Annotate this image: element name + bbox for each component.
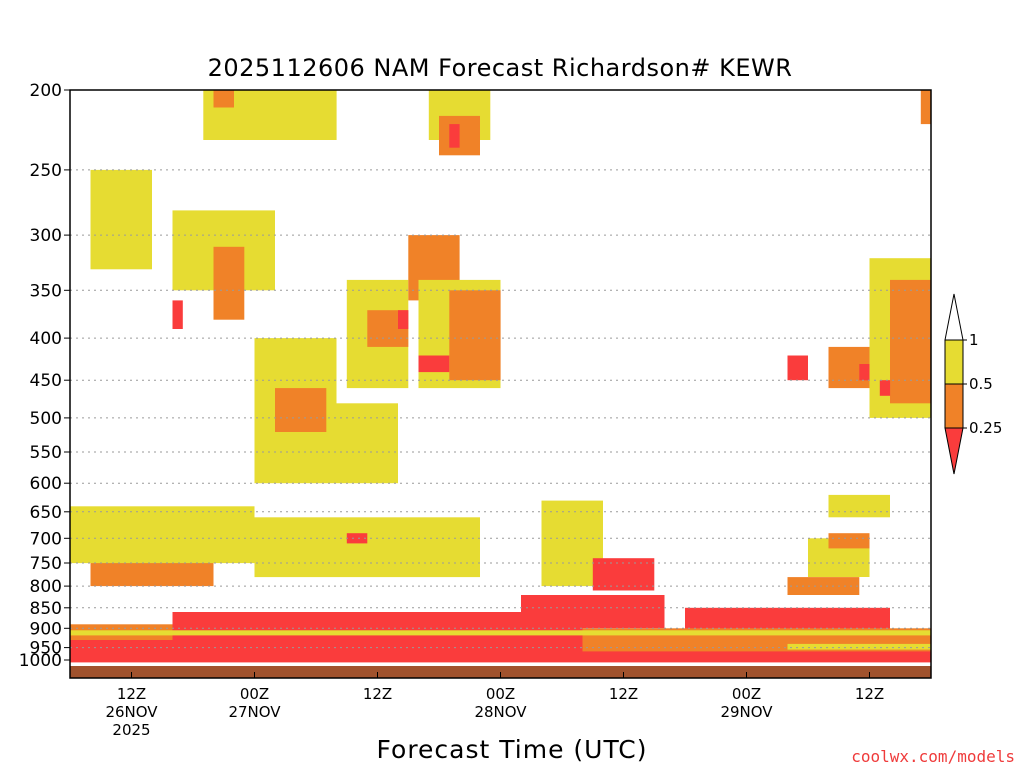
legend-label-0: 1	[969, 331, 979, 349]
y-tick-1000: 1000	[19, 651, 62, 671]
x-axis-label: Forecast Time (UTC)	[377, 735, 648, 764]
y-tick-700: 700	[30, 529, 62, 549]
legend-label-1: 0.5	[969, 375, 993, 393]
ri-cell-high-6	[70, 630, 931, 636]
y-tick-800: 800	[30, 577, 62, 597]
ri-cell-low-28	[398, 310, 409, 329]
x-tick-6-0: 12Z	[855, 685, 884, 703]
x-tick-3-0: 00Z	[486, 685, 515, 703]
x-tick-3-1: 28NOV	[474, 703, 527, 721]
x-tick-2-0: 12Z	[363, 685, 392, 703]
color-legend: 1 0.5 0.25	[944, 293, 1002, 475]
y-tick-450: 450	[30, 371, 62, 391]
y-tick-950: 950	[30, 639, 62, 659]
y-tick-550: 550	[30, 443, 62, 463]
x-tick-0-0: 12Z	[117, 685, 146, 703]
y-tick-850: 850	[30, 599, 62, 619]
ri-cell-mid-37	[213, 90, 234, 108]
x-tick-5-0: 00Z	[732, 685, 761, 703]
legend-bottom-arrow	[944, 427, 964, 475]
ri-cell-high-14	[541, 500, 603, 587]
legend-bin-1	[944, 383, 964, 429]
ri-cell-low-15	[592, 558, 655, 591]
y-tick-300: 300	[30, 226, 62, 246]
ri-cell-low-35	[449, 124, 460, 148]
y-tick-350: 350	[30, 281, 62, 301]
ri-cell-low-2	[521, 595, 665, 629]
plot-area: 200 250 300 350 400 450 500 550 600 650 700 750 8008…	[19, 81, 932, 739]
ri-cell-low-13	[346, 533, 368, 544]
ri-cell-low-44	[879, 380, 891, 396]
ri-cell-high-12	[254, 517, 480, 578]
y-tick-200: 200	[30, 81, 62, 101]
y-tick-250: 250	[30, 161, 62, 181]
ri-cell-low-41	[859, 364, 870, 381]
x-tick-0-1: 26NOV	[105, 703, 158, 721]
ri-cell-mid-31	[449, 290, 501, 381]
ri-cell-high-7	[787, 643, 931, 650]
ri-cell-low-23	[172, 300, 183, 329]
ri-cell-mid-43	[890, 279, 931, 404]
ri-cell-high-20	[90, 169, 152, 270]
y-tick-900: 900	[30, 619, 62, 639]
y-tick-650: 650	[30, 503, 62, 523]
ri-cell-low-39	[787, 355, 808, 381]
richardson-cells	[70, 90, 932, 663]
credit-text[interactable]: coolwx.com/models	[851, 747, 1015, 766]
ri-cell-mid-25	[275, 388, 327, 432]
y-tick-500: 500	[30, 409, 62, 429]
y-tick-600: 600	[30, 474, 62, 494]
y-tick-400: 400	[30, 329, 62, 349]
chart-title: 2025112606 NAM Forecast Richardson# KEWR	[208, 54, 793, 82]
x-tick-4-0: 12Z	[609, 685, 638, 703]
plot-frame	[69, 89, 932, 679]
ri-cell-mid-17	[828, 533, 870, 549]
ri-cell-mid-45	[920, 90, 932, 125]
y-tick-750: 750	[30, 554, 62, 574]
ri-cell-high-38	[336, 403, 398, 484]
ri-cell-high-19	[828, 494, 890, 518]
ri-cell-low-32	[418, 355, 450, 373]
ri-cell-high-10	[70, 506, 255, 564]
x-tick-1-1: 27NOV	[228, 703, 281, 721]
x-tick-5-1: 29NOV	[720, 703, 773, 721]
legend-label-2: 0.25	[969, 419, 1002, 437]
ri-cell-mid-22	[213, 246, 245, 320]
legend-top-arrow	[944, 293, 964, 341]
legend-bin-0	[944, 339, 964, 385]
ri-cell-mid-18	[787, 577, 860, 595]
x-tick-0-2: 2025	[112, 721, 150, 739]
x-tick-1-0: 00Z	[240, 685, 269, 703]
